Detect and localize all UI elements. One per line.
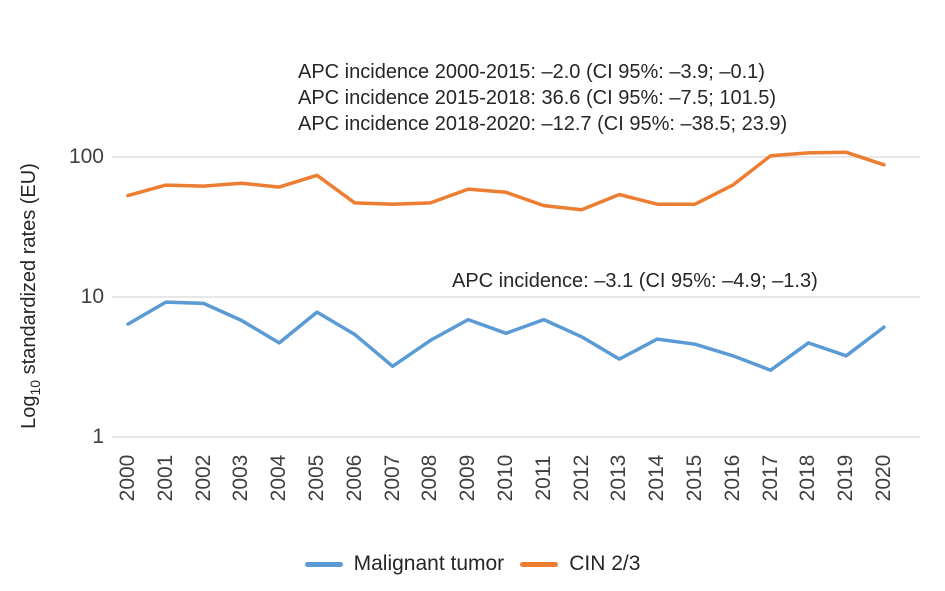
y-tick-label-10: 10 (80, 285, 104, 308)
series-line-cin-2-3 (126, 150, 886, 212)
apc-annotation-cin-block: APC incidence 2000-2015: –2.0 (CI 95%: –… (298, 59, 787, 137)
x-tick-label-2004: 2004 (267, 454, 291, 502)
y-axis-title-subscript: 10 (27, 379, 43, 396)
x-tick-label-2003: 2003 (229, 454, 253, 502)
x-tick-label-2019: 2019 (834, 454, 858, 502)
x-tick-label-2016: 2016 (720, 454, 744, 502)
y-tick-label-1: 1 (92, 425, 104, 448)
x-tick-label-2013: 2013 (607, 454, 631, 502)
legend-swatch-cin-2-3 (520, 561, 559, 567)
legend-item-malignant-tumor: Malignant tumor (304, 552, 505, 576)
legend-item-cin-2-3: CIN 2/3 (520, 552, 640, 576)
x-tick-label-2015: 2015 (683, 454, 706, 502)
apc-annotation-cin-line-1: APC incidence 2000-2015: –2.0 (CI 95%: –… (298, 61, 765, 83)
legend-swatch-malignant-tumor (304, 561, 343, 567)
apc-annotation-malignant-tumor: APC incidence: –3.1 (CI 95%: –4.9; –1.3) (452, 270, 818, 292)
x-tick-label-2002: 2002 (191, 454, 215, 502)
x-tick-label-2000: 2000 (116, 454, 139, 502)
series-line-malignant-tumor (126, 300, 886, 372)
x-tick-label-2007: 2007 (380, 454, 404, 502)
x-tick-label-2001: 2001 (153, 454, 177, 502)
x-tick-label-2014: 2014 (645, 454, 669, 502)
x-tick-label-2020: 2020 (872, 454, 895, 502)
x-tick-label-2017: 2017 (758, 454, 782, 502)
apc-annotation-cin-line-3: APC incidence 2018-2020: –12.7 (CI 95%: … (298, 113, 788, 135)
x-tick-label-2011: 2011 (531, 455, 555, 501)
y-tick-label-100: 100 (68, 145, 104, 168)
x-tick-label-2012: 2012 (569, 454, 593, 502)
y-axis-title: Log10 standardized rates (EU) (18, 138, 43, 454)
y-axis-title-prefix: Log (18, 395, 40, 429)
legend: Malignant tumor CIN 2/3 (0, 551, 945, 577)
x-tick-label-2018: 2018 (796, 454, 820, 502)
legend-label-malignant-tumor: Malignant tumor (353, 552, 505, 575)
x-tick-label-2009: 2009 (456, 454, 480, 502)
x-tick-label-2006: 2006 (342, 454, 366, 502)
x-tick-label-2010: 2010 (494, 454, 517, 502)
apc-annotation-cin-line-2: APC incidence 2015-2018: 36.6 (CI 95%: –… (298, 87, 777, 109)
legend-label-cin-2-3: CIN 2/3 (569, 552, 641, 575)
x-tick-label-2005: 2005 (305, 454, 328, 502)
x-tick-label-2008: 2008 (418, 454, 442, 502)
y-axis-title-suffix: standardized rates (EU) (18, 163, 40, 380)
